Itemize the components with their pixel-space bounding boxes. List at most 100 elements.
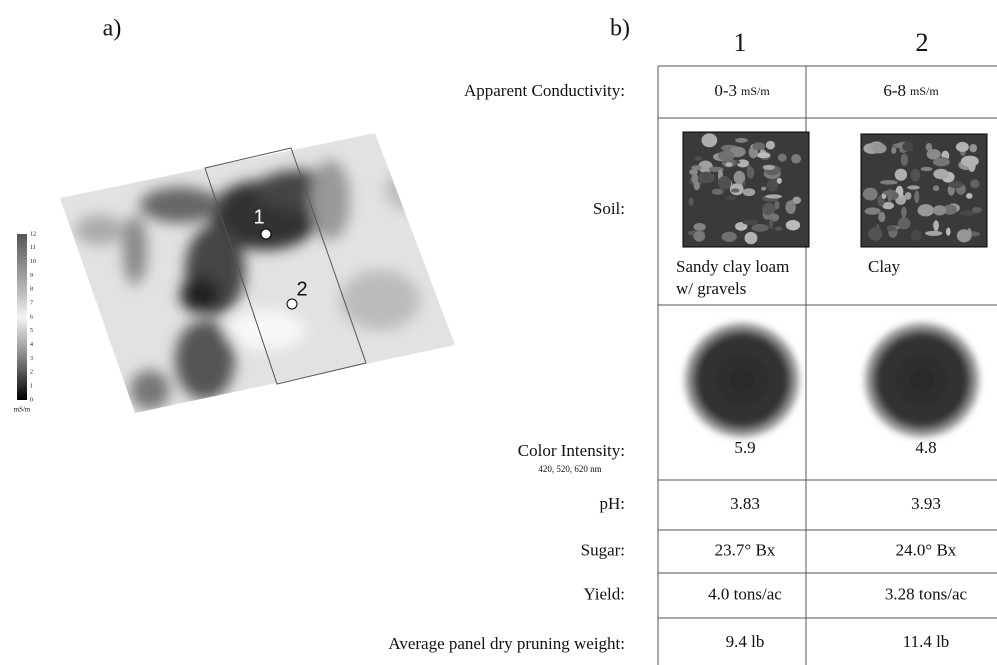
rock [792, 196, 802, 204]
rock [761, 186, 767, 191]
cell-value: 5.9 [734, 438, 755, 457]
rock [878, 211, 886, 223]
rock [924, 230, 943, 236]
row-sublabel: 420, 520, 620 nm [538, 464, 601, 474]
rock [862, 187, 878, 201]
rock [907, 185, 920, 190]
rock [894, 168, 908, 181]
value: 0-3 [714, 81, 737, 100]
rock [774, 226, 783, 231]
rock [768, 213, 780, 222]
rock [932, 185, 940, 192]
rock [774, 200, 780, 210]
row-label: Soil: [593, 199, 625, 218]
rock [735, 137, 748, 143]
row-label: Average panel dry pruning weight: [388, 634, 625, 653]
colorbar-tick: 2 [30, 370, 33, 376]
panel-label: a) [103, 16, 122, 42]
rock [733, 170, 746, 184]
rock [762, 164, 775, 171]
rock [752, 142, 766, 151]
rock [959, 210, 976, 216]
rock [897, 217, 911, 230]
colorbar-tick: 5 [30, 328, 33, 334]
cell-value: 3.83 [730, 494, 760, 513]
rock [765, 140, 775, 150]
rock [966, 193, 973, 199]
rock [872, 143, 887, 154]
colorbar-tick: 9 [30, 273, 33, 279]
rock [920, 166, 933, 172]
unit: mS/m [910, 84, 939, 98]
rock [742, 219, 758, 225]
rock [693, 181, 700, 191]
cell-value: 4.0 tons/ac [708, 584, 782, 603]
sample-point [260, 228, 272, 240]
rock [879, 180, 898, 185]
rock [970, 179, 980, 189]
rock [900, 153, 909, 167]
sample-point [286, 298, 298, 310]
rock [969, 143, 978, 153]
rock [942, 204, 957, 215]
row-label: Apparent Conductivity: [464, 81, 625, 100]
rock [756, 152, 771, 159]
column-header: 1 [734, 28, 747, 57]
rock [693, 231, 706, 242]
point-label: 1 [253, 206, 264, 228]
colorbar-tick: 10 [30, 259, 36, 265]
rock [785, 200, 796, 214]
rock [717, 176, 732, 190]
colorbar-tick: 7 [30, 301, 33, 307]
rock [925, 143, 933, 152]
panel-label: b) [610, 16, 630, 42]
rock [932, 158, 950, 167]
wine-sample [680, 318, 804, 442]
rock [694, 156, 703, 161]
rock [721, 231, 737, 242]
rock [901, 206, 907, 218]
rock [701, 133, 718, 148]
rock [902, 141, 914, 152]
rock [932, 205, 947, 216]
unit: mS/m [741, 84, 770, 98]
rock [785, 219, 801, 231]
rock [904, 192, 912, 200]
cell-value: 4.8 [915, 438, 936, 457]
rock [688, 197, 694, 206]
rock [971, 207, 982, 213]
rock [882, 201, 895, 210]
rock [891, 147, 897, 154]
cell-value: 24.0° Bx [896, 540, 957, 559]
cell-value: 9.4 lb [726, 632, 765, 651]
point-label: 2 [296, 278, 307, 300]
rock [691, 173, 699, 184]
rock [717, 150, 735, 161]
rock [766, 178, 779, 192]
rock [917, 204, 935, 217]
rock [886, 226, 897, 232]
colorbar-tick: 1 [30, 384, 33, 390]
rock [910, 230, 922, 241]
rock [765, 194, 783, 199]
rock [691, 165, 703, 170]
rock [864, 207, 881, 215]
wine-sample [860, 318, 984, 442]
conductivity-map [60, 133, 455, 413]
rock [751, 223, 769, 232]
cell-value: 3.28 tons/ac [885, 584, 968, 603]
row-label: pH: [600, 494, 626, 513]
cell-value: 23.7° Bx [715, 540, 776, 559]
colorbar-tick: 8 [30, 287, 33, 293]
column-header: 2 [916, 28, 929, 57]
colorbar [17, 234, 27, 400]
rock [956, 229, 972, 243]
rock [730, 188, 740, 193]
rock [768, 219, 774, 229]
colorbar-tick: 6 [30, 314, 33, 320]
cell-value: 0-3 mS/m [714, 81, 770, 100]
colorbar-tick: 11 [30, 245, 36, 251]
cell-value: 3.93 [911, 494, 941, 513]
